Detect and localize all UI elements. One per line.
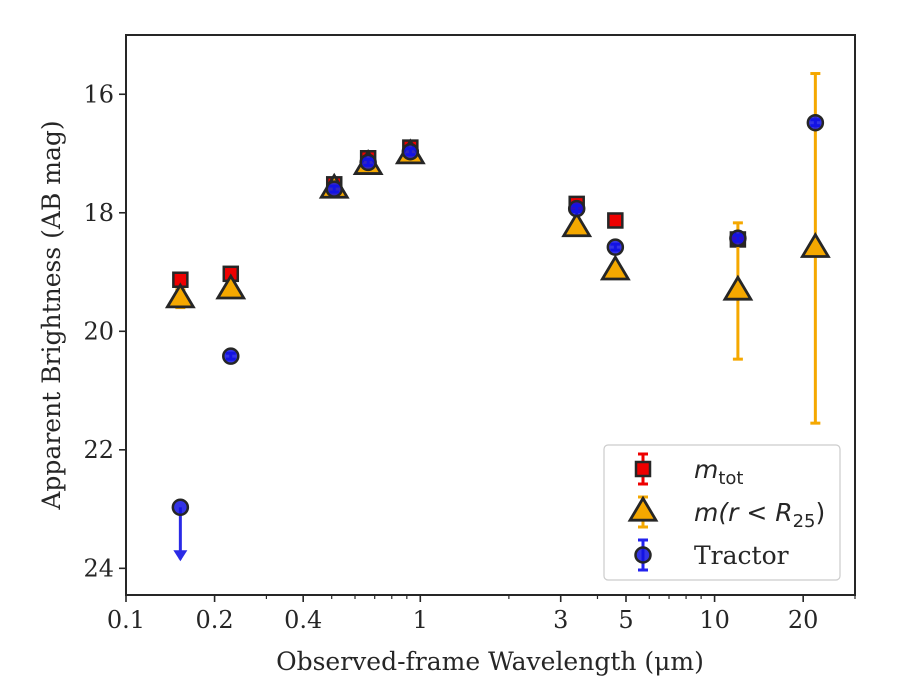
data-point	[561, 211, 593, 238]
data-point	[325, 180, 343, 198]
x-tick-label: 5	[618, 606, 633, 634]
data-point	[722, 274, 754, 301]
data-point	[359, 153, 377, 172]
legend-box	[603, 444, 841, 581]
plot-marks	[164, 72, 831, 562]
x-axis-label: Observed-frame Wavelength (μm)	[276, 647, 704, 676]
data-point	[401, 142, 420, 161]
y-tick-label: 22	[83, 436, 114, 464]
data-point	[799, 231, 831, 258]
data-point	[606, 238, 625, 256]
series-triangle	[164, 72, 831, 425]
x-tick-label: 1	[413, 606, 428, 634]
data-point	[222, 347, 240, 365]
y-tick-label: 24	[83, 554, 114, 582]
plot-frame	[125, 34, 856, 596]
x-tick-label: 0.1	[107, 606, 145, 634]
legend-marker	[634, 546, 652, 564]
axes: 0.1 0.2 0.4 1 3 5 10 20 16 18 20 22 24	[83, 80, 856, 634]
series-square	[172, 139, 747, 288]
y-tick-label: 16	[83, 80, 114, 108]
legend-marker	[627, 495, 659, 522]
data-point	[171, 498, 190, 517]
data-point	[599, 254, 631, 281]
data-point	[164, 282, 196, 309]
x-tick-label: 20	[788, 606, 819, 634]
y-axis-label: Apparent Brightness (AB mag)	[37, 120, 66, 510]
x-tick-label: 0.2	[196, 606, 234, 634]
data-point	[607, 212, 624, 229]
upper-limit-arrowhead	[173, 550, 188, 562]
y-tick-label: 18	[83, 199, 114, 227]
data-point	[567, 199, 586, 218]
y-tick-label: 20	[83, 317, 114, 345]
x-tick-label: 0.4	[284, 606, 322, 634]
data-point	[806, 113, 825, 132]
data-point	[729, 229, 747, 248]
data-point	[215, 273, 247, 300]
x-tick-label: 10	[699, 606, 730, 634]
series-circle	[171, 113, 825, 562]
legend-marker	[634, 460, 652, 478]
legend-label: Tractor	[694, 541, 789, 570]
x-tick-label: 3	[553, 606, 568, 634]
